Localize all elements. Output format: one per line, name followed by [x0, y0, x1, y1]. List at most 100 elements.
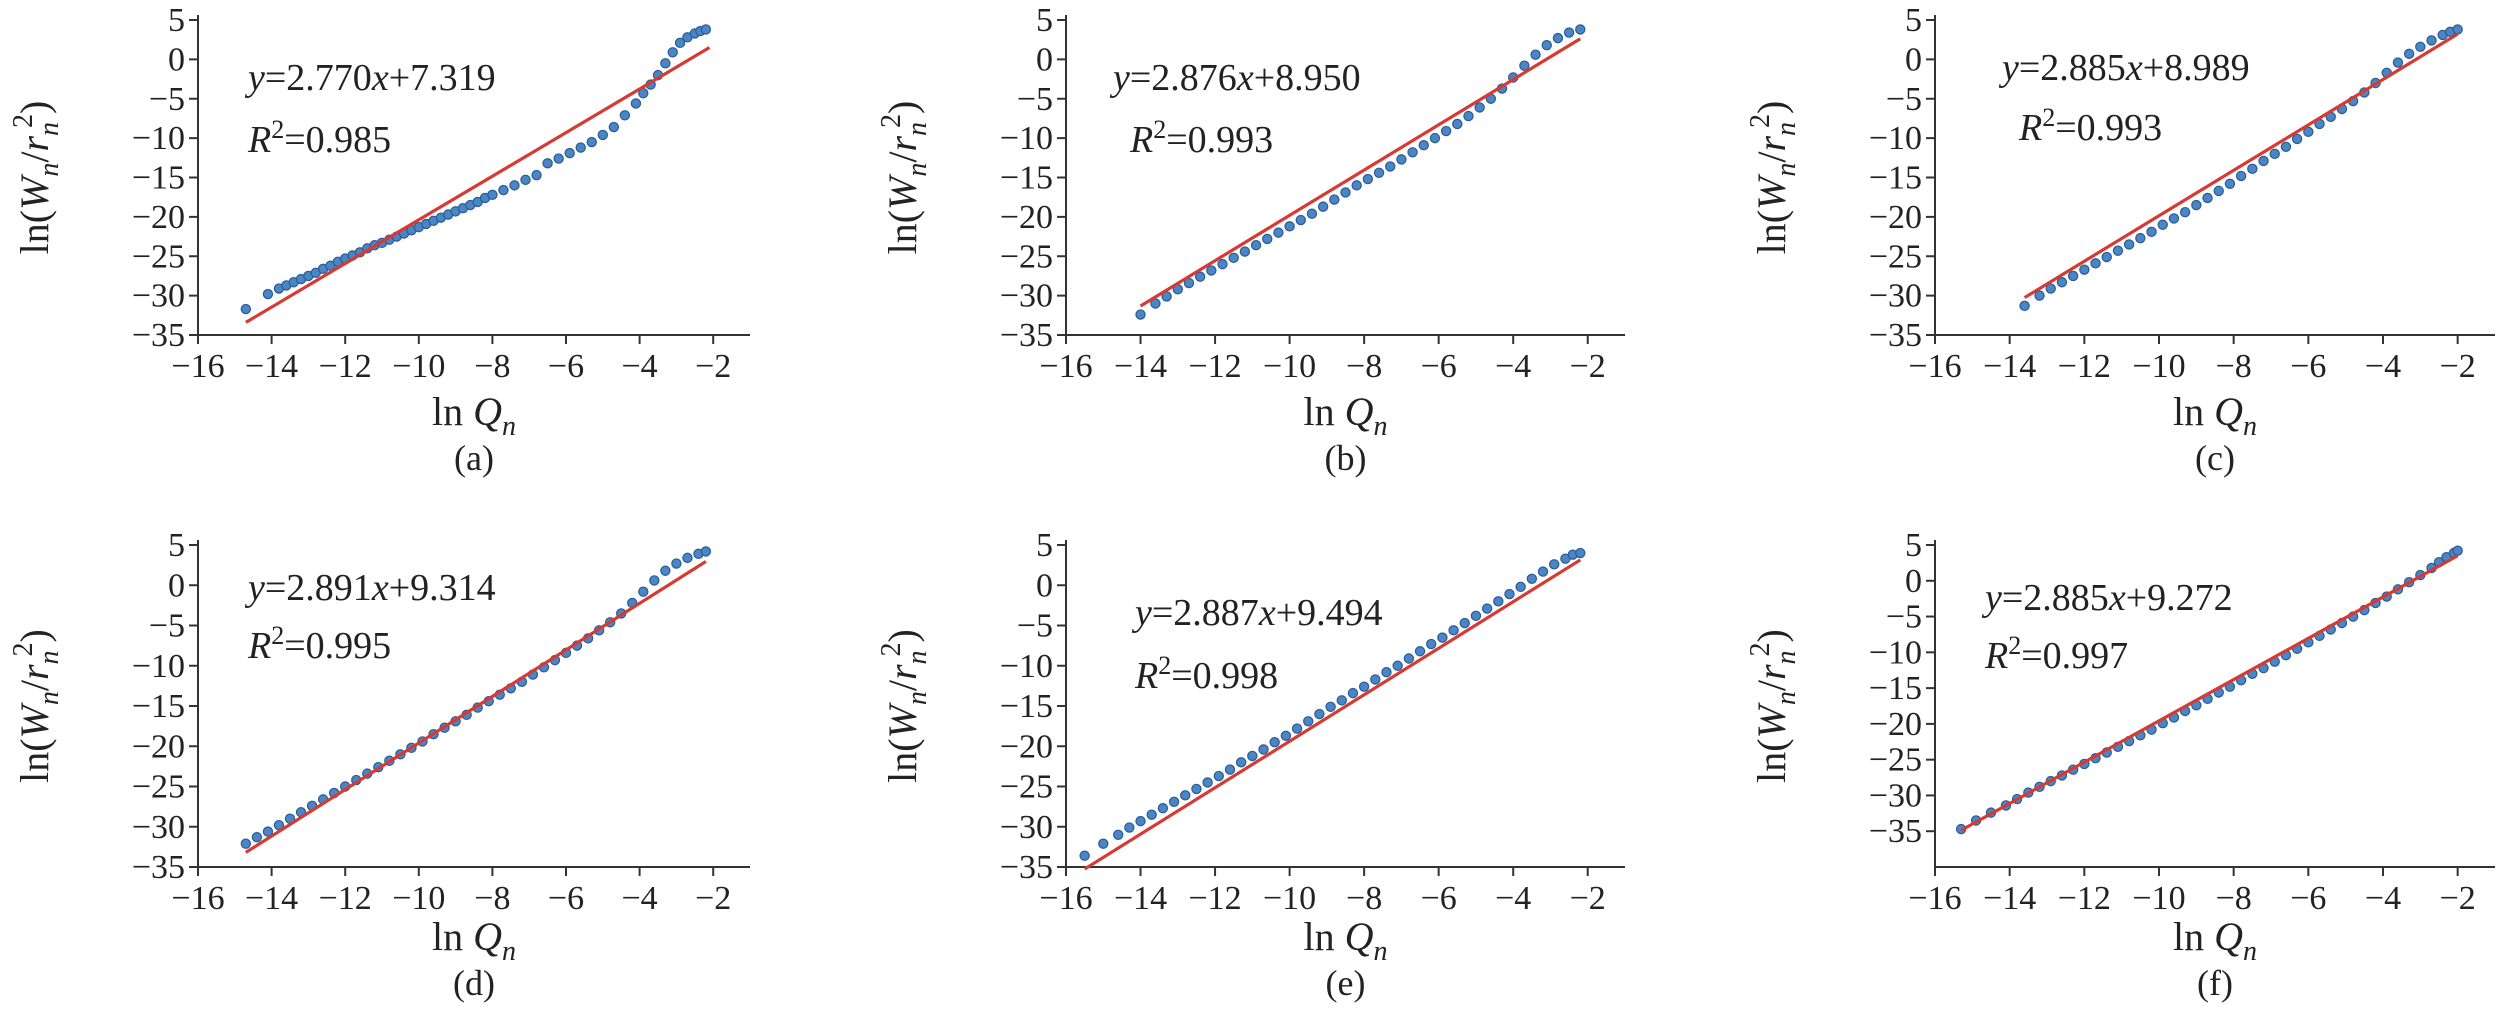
data-point [1191, 783, 1202, 795]
x-title-sub-n: n [2243, 936, 2257, 967]
data-point [1396, 154, 1407, 165]
x-axis: −16 −14 −12 −10 −8 −6 −4 −2 [1039, 334, 1625, 385]
data-point [2179, 206, 2191, 218]
x-title-q: Q [473, 914, 502, 959]
data-point [674, 37, 686, 49]
y-title-r: r [880, 136, 925, 152]
data-point [2034, 290, 2045, 301]
y-tick-label: −15 [1869, 160, 1922, 197]
x-title-ln: ln [2173, 914, 2214, 959]
data-point [2392, 57, 2404, 68]
y-title-sub-n2: n [902, 122, 933, 136]
data-point [700, 546, 712, 557]
eq-intercept: +8.950 [1254, 57, 1361, 99]
chart-panel-d: 50−5−10−15−20−25−30−35−16 −14 −12 −10 −8 −6 −4… [8, 527, 750, 1003]
y-tick-label: −35 [1869, 813, 1922, 850]
x-tick-label: −14 [245, 880, 298, 917]
x-title-q: Q [1345, 389, 1374, 434]
eq-intercept: +9.314 [389, 567, 496, 609]
eq-slope: =2.891 [265, 567, 372, 609]
y-tick-label: 5 [1905, 2, 1922, 39]
x-axis-title: ln Qn [1303, 914, 1387, 967]
data-point [1515, 581, 1526, 593]
x-axis-title: ln Qn [432, 389, 516, 442]
data-point [1340, 187, 1351, 198]
x-axis: −16 −14 −12 −10 −8 −6 −4 −2 [171, 866, 750, 917]
y-tick-label: −5 [149, 608, 185, 645]
r2-sup: 2 [271, 115, 284, 144]
data-point [1552, 32, 1564, 44]
data-point [240, 838, 252, 849]
x-axis: −16 −14 −12 −10 −8 −6 −4 −2 [1039, 866, 1625, 917]
y-title-w: W [880, 701, 925, 738]
data-point [1448, 625, 1459, 636]
x-tick-label: −8 [474, 348, 510, 385]
data-point [251, 832, 263, 843]
data-point [2019, 300, 2030, 312]
eq-y: y [1131, 592, 1152, 634]
x-tick-label: −4 [1495, 348, 1531, 385]
y-title-ln: ln( [880, 210, 925, 254]
data-point [1314, 708, 1325, 720]
y-axis: 50−5−10−15−20−25−30−35 [132, 2, 199, 354]
y-tick-label: −30 [1000, 809, 1053, 846]
data-point [649, 575, 660, 586]
y-tick-label: −35 [132, 317, 185, 354]
y-title-slash: / [1749, 151, 1794, 163]
data-point [1351, 180, 1362, 191]
data-point [1168, 796, 1180, 807]
data-point [1463, 110, 1474, 122]
y-tick-label: −10 [1000, 120, 1053, 157]
data-point [2090, 258, 2101, 269]
x-tick-label: −4 [622, 348, 658, 385]
y-axis: 50−5−10−15−20−25−30−35 [1869, 2, 1936, 354]
data-point [2280, 141, 2292, 152]
eq-x: x [1236, 57, 1254, 99]
data-point [660, 565, 671, 576]
r2-r: R [1984, 635, 2008, 677]
x-tick-label: −14 [1983, 880, 2036, 917]
y-tick-label: 5 [1905, 527, 1922, 564]
y-tick-label: −20 [132, 728, 185, 765]
data-point [1548, 559, 1560, 570]
data-point [1317, 201, 1329, 212]
data-point [1373, 167, 1385, 178]
y-axis-title: ln(Wn/rn2) [8, 629, 65, 783]
y-title-sup-2: 2 [876, 642, 907, 656]
eq-slope: =2.876 [1130, 57, 1237, 99]
y-tick-label: −20 [1000, 728, 1053, 765]
data-point [1526, 573, 1538, 585]
x-title-q: Q [2214, 914, 2243, 959]
x-title-ln: ln [2173, 389, 2214, 434]
data-point [1194, 271, 1206, 282]
y-tick-label: −5 [1017, 81, 1053, 118]
data-point [1228, 252, 1239, 264]
x-tick-label: −8 [2216, 880, 2252, 917]
data-point [1575, 24, 1586, 35]
y-tick-label: −20 [1869, 199, 1922, 236]
x-axis-title: ln Qn [432, 914, 516, 967]
data-point [1273, 227, 1284, 238]
data-point [1358, 681, 1370, 692]
y-axis: 50−5−10−15−20−25−30−35 [1000, 2, 1067, 354]
x-tick-label: −14 [1114, 348, 1167, 385]
y-title-w: W [12, 173, 57, 210]
x-title-sub-n: n [502, 936, 516, 967]
data-point [2146, 226, 2157, 238]
eq-x: x [1258, 592, 1276, 634]
fit-line [2023, 32, 2459, 299]
y-title-w: W [12, 701, 57, 738]
data-series [1079, 547, 1586, 861]
data-point [2168, 213, 2180, 224]
data-point [1079, 850, 1090, 861]
x-tick-label: −6 [2290, 348, 2326, 385]
x-tick-label: −10 [392, 880, 445, 917]
y-tick-label: 5 [1036, 2, 1053, 39]
x-tick-label: −4 [2365, 880, 2401, 917]
y-title-ln: ln( [12, 210, 57, 254]
x-title-ln: ln [432, 389, 473, 434]
data-point [1329, 194, 1340, 205]
x-tick-label: −2 [1570, 880, 1606, 917]
data-point [531, 169, 542, 181]
r2-value: =0.997 [2021, 635, 2128, 677]
